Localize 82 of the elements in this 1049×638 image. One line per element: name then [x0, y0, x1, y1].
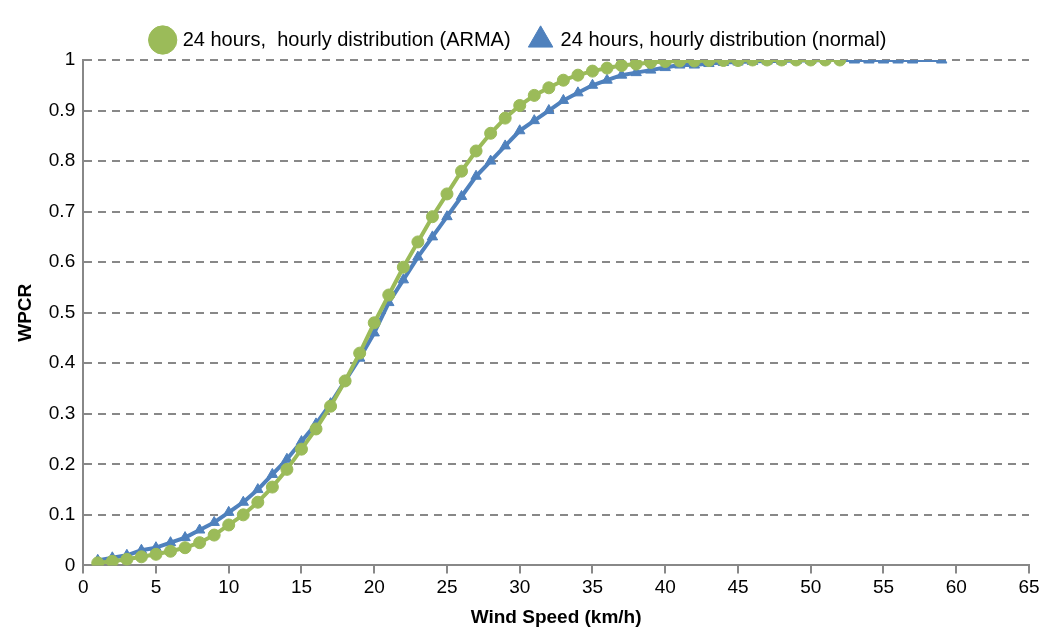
point — [514, 124, 526, 135]
point — [324, 399, 338, 413]
point — [353, 346, 367, 360]
point — [543, 104, 555, 115]
point — [223, 505, 235, 516]
point — [179, 531, 191, 542]
point — [105, 554, 119, 566]
legend-label: 24 hours, hourly distribution (ARMA) — [182, 27, 511, 50]
point — [251, 495, 265, 509]
y-axis-title: WPCR — [13, 283, 35, 342]
x-tick-label: 65 — [1018, 576, 1040, 598]
x-tick-label: 30 — [509, 576, 531, 598]
x-tick-label: 60 — [945, 576, 967, 598]
point — [266, 467, 279, 478]
point — [484, 154, 497, 165]
point — [164, 544, 178, 558]
point — [237, 495, 249, 506]
y-tick-label: 0.4 — [48, 351, 76, 373]
x-tick-label: 5 — [150, 576, 162, 598]
y-tick-label: 0 — [64, 553, 76, 575]
x-tick-label: 45 — [727, 576, 749, 598]
x-tick-label: 25 — [436, 576, 458, 598]
x-axis-title: Wind Speed (km/h) — [470, 605, 642, 627]
point — [571, 68, 585, 82]
point — [513, 98, 527, 112]
x-tick-label: 20 — [363, 576, 385, 598]
point — [280, 462, 294, 476]
point — [164, 536, 177, 547]
point — [149, 547, 163, 561]
y-tick-label: 0.6 — [48, 250, 76, 272]
y-tick-label: 1 — [64, 48, 76, 70]
point — [425, 210, 439, 224]
point — [455, 189, 468, 200]
point — [615, 60, 629, 73]
y-tick-label: 0.5 — [48, 300, 76, 322]
point — [134, 550, 148, 564]
point — [367, 316, 381, 330]
point — [397, 273, 410, 284]
point — [412, 250, 424, 261]
x-tick-label: 15 — [290, 576, 313, 598]
point — [499, 139, 511, 150]
point — [309, 422, 323, 436]
x-tick-label: 40 — [654, 576, 676, 598]
point — [396, 260, 410, 274]
point — [585, 64, 599, 78]
point — [600, 61, 614, 75]
point — [542, 81, 556, 95]
point — [556, 73, 570, 87]
point — [557, 93, 570, 104]
point — [528, 114, 540, 125]
point — [527, 88, 541, 102]
point — [601, 73, 613, 84]
y-tick-label: 0.7 — [48, 199, 76, 221]
point — [252, 483, 264, 494]
x-tick-label: 10 — [218, 576, 240, 598]
point — [426, 230, 439, 241]
y-tick-label: 0.2 — [48, 452, 76, 474]
point — [484, 126, 498, 140]
y-tick-label: 0.9 — [48, 98, 76, 120]
legend-label: 24 hours, hourly distribution (normal) — [560, 27, 887, 50]
x-tick-label: 35 — [581, 576, 604, 598]
x-tick-label: 55 — [872, 576, 895, 598]
point — [441, 210, 453, 221]
point — [498, 111, 512, 125]
point — [469, 144, 483, 158]
point — [455, 164, 469, 178]
point — [222, 518, 236, 532]
point — [382, 288, 396, 302]
point — [120, 552, 134, 566]
y-tick-label: 0.1 — [48, 503, 76, 525]
point — [265, 480, 279, 494]
point — [236, 508, 250, 522]
y-tick-label: 0.8 — [48, 149, 76, 171]
point — [178, 541, 192, 555]
point — [193, 536, 207, 550]
point — [470, 169, 482, 180]
point — [440, 187, 454, 201]
y-tick-label: 0.3 — [48, 402, 76, 424]
point — [411, 235, 425, 249]
x-tick-label: 50 — [800, 576, 822, 598]
point — [294, 442, 308, 456]
point — [207, 528, 221, 542]
